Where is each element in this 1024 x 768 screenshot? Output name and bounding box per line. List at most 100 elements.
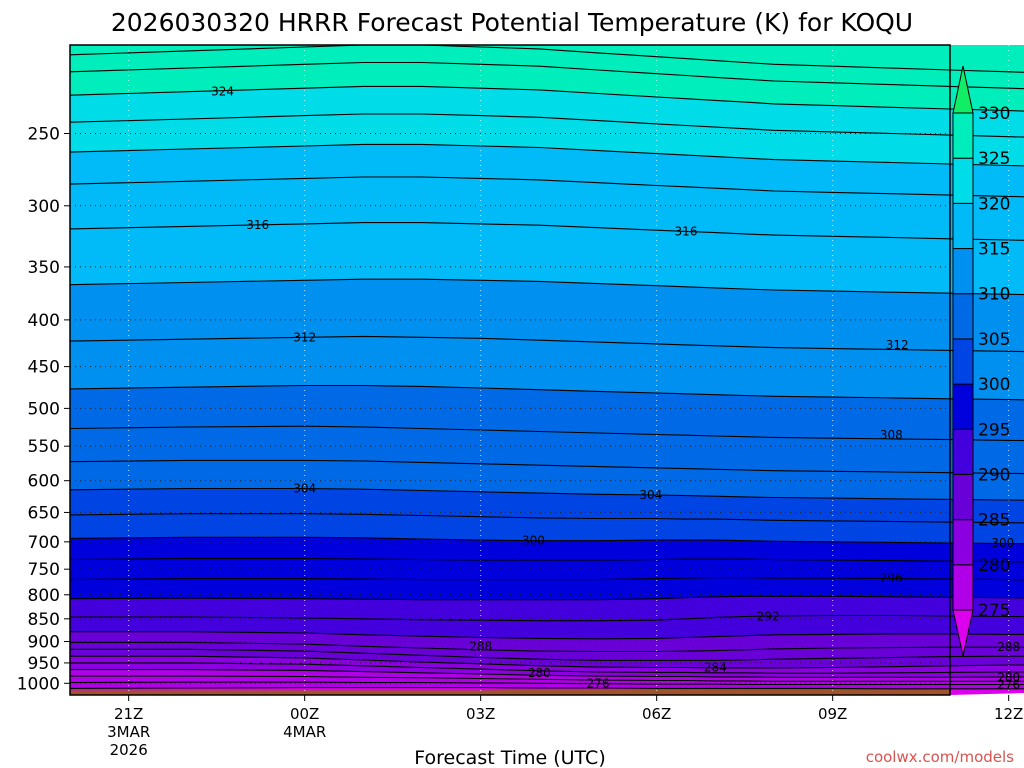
- isentrope-292: [70, 614, 1024, 622]
- isentrope-318: [69, 176, 1024, 198]
- colorbar-segment: [952, 112, 974, 159]
- colorbar-label: 320: [978, 194, 1010, 214]
- pressure-tick-label: 900: [28, 632, 60, 652]
- isentrope-308: [69, 425, 1024, 442]
- isentrope-288: [70, 641, 1024, 653]
- band-282: [70, 656, 1024, 674]
- band-296: [70, 558, 1024, 580]
- colorbar-label: 310: [978, 285, 1010, 305]
- time-tick-label: 21Z: [114, 705, 143, 723]
- isentrope-280: [70, 669, 1024, 678]
- band-300: [70, 513, 1024, 544]
- contour-label: 304: [293, 482, 316, 496]
- band-288: [70, 631, 1024, 652]
- colorbar-label: 315: [978, 240, 1010, 260]
- band-324: [70, 62, 1024, 112]
- pressure-tick-label: 800: [28, 586, 60, 606]
- colorbar-label: 325: [978, 149, 1010, 169]
- pressure-tick-label: 450: [28, 358, 60, 378]
- year-sub-label: 2026: [110, 741, 148, 759]
- isentrope-314: [69, 278, 1024, 296]
- colorbar-segment: [952, 473, 974, 521]
- isentrope-296: [69, 577, 1024, 581]
- isentrope-312: [69, 335, 1024, 353]
- contour-label: 312: [886, 338, 909, 352]
- band-298: [70, 537, 1024, 562]
- band-318: [70, 144, 1024, 197]
- isentrope-298: [69, 557, 1024, 563]
- band-328: [70, 45, 1024, 73]
- contour-label: 280: [528, 666, 551, 680]
- time-tick-label: 00Z: [290, 705, 319, 723]
- credit-text: coolwx.com/models: [866, 748, 1014, 766]
- pressure-tick-label: 650: [28, 503, 60, 523]
- colorbar-label: 330: [978, 104, 1010, 124]
- x-axis-label: Forecast Time (UTC): [414, 747, 605, 768]
- isentrope-302: [69, 513, 1024, 524]
- contour-label: 300: [522, 534, 545, 548]
- band-308: [70, 385, 1024, 441]
- isentrope-304: [69, 487, 1024, 501]
- band-322: [70, 86, 1024, 138]
- band-316: [70, 177, 1024, 241]
- band-276: [70, 676, 1024, 685]
- pressure-tick-label: 550: [28, 437, 60, 457]
- contour-label: 300: [991, 536, 1014, 550]
- plot-frame: [69, 44, 951, 696]
- pressure-tick-label: 1000: [17, 674, 60, 694]
- contour-label: 304: [639, 488, 662, 502]
- contour-label: 292: [757, 609, 780, 623]
- contour-label: 276: [997, 677, 1020, 691]
- isentrope-326: [69, 61, 1024, 90]
- colorbar-label: 280: [978, 556, 1010, 576]
- isentrope-284: [70, 655, 1024, 669]
- isentrope-276: [69, 681, 1024, 686]
- colorbar-segment: [952, 338, 974, 385]
- time-tick-label: 06Z: [642, 705, 671, 723]
- contour-label: 312: [293, 330, 316, 344]
- time-tick-label: 12Z: [994, 705, 1023, 723]
- isentrope-282: [70, 662, 1024, 674]
- contour-label: 276: [587, 676, 610, 690]
- pressure-tick-label: 600: [28, 472, 60, 492]
- colorbar-label: 295: [978, 420, 1010, 440]
- band-304: [70, 460, 1024, 501]
- colorbar-segment: [952, 564, 974, 611]
- date-sub-label: 4MAR: [283, 723, 326, 741]
- band-292: [70, 596, 1024, 621]
- colorbar-segment: [952, 157, 974, 204]
- band-320: [70, 114, 1024, 166]
- ground-fill: [70, 689, 1024, 695]
- band-294: [70, 577, 1024, 600]
- isentrope-310: [69, 384, 1024, 401]
- contour-label: 288: [469, 639, 492, 653]
- colorbar-segment: [952, 519, 974, 566]
- contour-label: 288: [997, 640, 1020, 654]
- pressure-tick-label: 300: [28, 197, 60, 217]
- pressure-tick-label: 500: [28, 399, 60, 419]
- colorbar-label: 305: [978, 330, 1010, 350]
- isentrope-322: [69, 113, 1024, 138]
- colorbar-segment: [952, 248, 974, 295]
- pressure-tick-label: 850: [28, 610, 60, 630]
- contour-label: 324: [211, 85, 234, 99]
- contour-label: 316: [675, 224, 698, 238]
- colorbar-bottom-arrow: [952, 609, 974, 657]
- isentrope-278: [70, 675, 1024, 682]
- pressure-tick-label: 400: [28, 311, 60, 331]
- contour-label: 284: [704, 661, 727, 675]
- colorbar-segment: [952, 202, 974, 250]
- contour-label: 316: [246, 218, 269, 232]
- pressure-tick-label: 750: [28, 560, 60, 580]
- isentrope-286: [70, 648, 1024, 661]
- isentrope-300: [69, 536, 1024, 545]
- colorbar-label: 275: [978, 601, 1010, 621]
- contour-label: 308: [880, 428, 903, 442]
- isentrope-274: [69, 687, 1024, 690]
- time-tick-label: 03Z: [466, 705, 495, 723]
- colorbar-label: 300: [978, 375, 1010, 395]
- colorbar-segment: [952, 293, 974, 340]
- colorbar-label: 290: [978, 465, 1010, 485]
- isentrope-306: [69, 459, 1024, 475]
- isentrope-316: [69, 222, 1024, 241]
